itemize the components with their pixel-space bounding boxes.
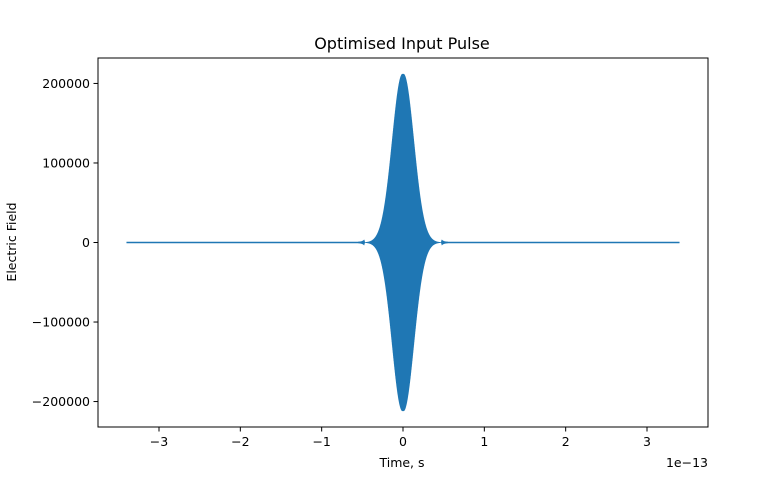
x-tick-label: −3 [150, 434, 168, 449]
chart-title: Optimised Input Pulse [314, 34, 490, 53]
x-tick-label: −1 [312, 434, 330, 449]
y-tick-label: 0 [82, 235, 90, 250]
x-tick-label: 1 [480, 434, 488, 449]
x-tick-label: −2 [231, 434, 249, 449]
x-tick-label: 3 [643, 434, 651, 449]
pulse-series-line [126, 73, 680, 412]
y-tick-label: −200000 [32, 394, 90, 409]
x-tick-label: 2 [562, 434, 570, 449]
y-axis: −200000 −100000 0 100000 200000 [32, 76, 98, 409]
y-axis-label: Electric Field [4, 202, 19, 281]
x-tick-label: 0 [399, 434, 407, 449]
y-tick-label: 100000 [42, 155, 90, 170]
y-tick-label: −100000 [32, 315, 90, 330]
plot-area [126, 73, 680, 412]
x-axis: −3 −2 −1 0 1 2 3 [150, 427, 651, 449]
x-axis-offset-text: 1e−13 [666, 455, 708, 470]
y-tick-label: 200000 [42, 76, 90, 91]
x-axis-label: Time, s [378, 455, 424, 470]
